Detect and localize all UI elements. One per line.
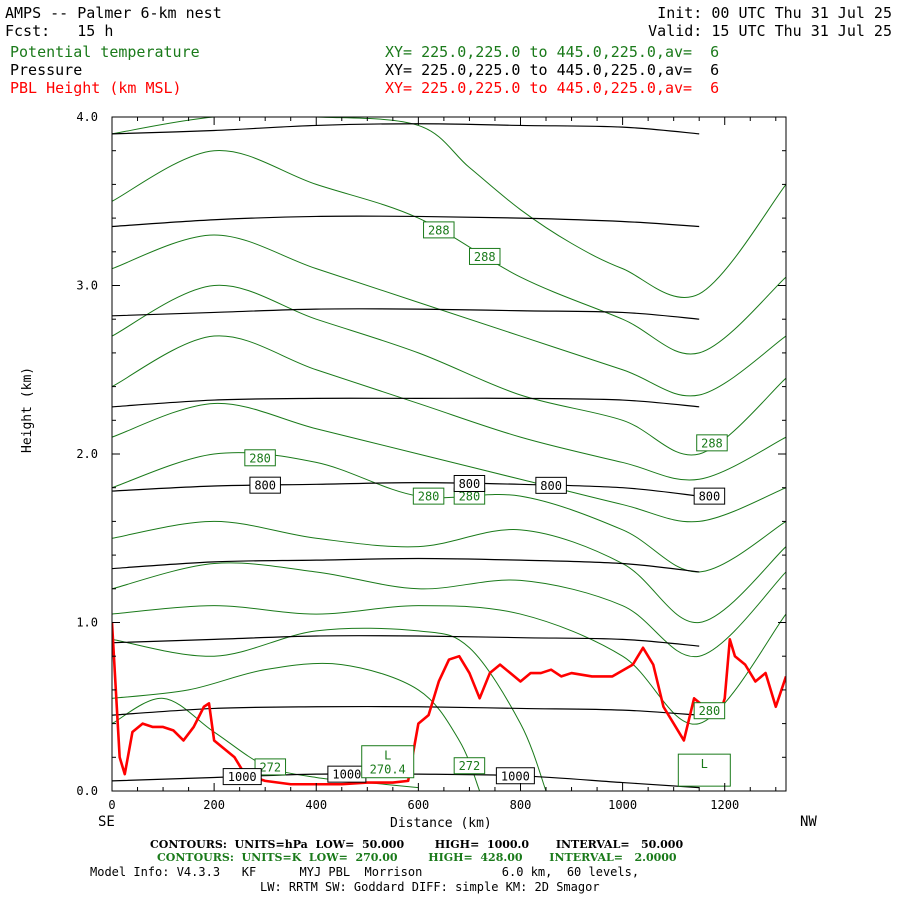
- pressure-contour-label: 1000: [501, 769, 530, 783]
- model-info-physics: LW: RRTM SW: Goddard DIFF: simple KM: 2D…: [260, 880, 600, 894]
- pressure-contour-label-box: [222, 768, 262, 786]
- field-xy-theta: XY= 225.0,225.0 to 445.0,225.0,av= 6: [385, 43, 720, 61]
- theta-contour: [112, 662, 481, 791]
- theta-contour-label: 280: [699, 704, 721, 718]
- low-center-box: [361, 745, 415, 779]
- field-xy-pressure: XY= 225.0,225.0 to 445.0,225.0,av= 6: [385, 61, 720, 79]
- x-tick-label: 1000: [608, 798, 637, 812]
- pressure-contour: [112, 397, 700, 408]
- y-tick-label: 0.0: [76, 784, 98, 798]
- low-center-value: 270.4: [370, 763, 406, 777]
- pressure-contour: [112, 123, 700, 135]
- theta-contour-label-box: [693, 702, 726, 720]
- pressure-contour-label-box: [495, 767, 535, 785]
- theta-contour-label-box: [423, 221, 455, 239]
- x-tick-label: 800: [510, 798, 532, 812]
- theta-contour-label: 280: [418, 490, 440, 504]
- model-title: AMPS -- Palmer 6-km nest: [5, 4, 222, 22]
- x-tick-label: 200: [203, 798, 225, 812]
- pressure-contour-label-box: [693, 487, 726, 505]
- theta-contour: [112, 605, 786, 725]
- x-tick-label: 400: [305, 798, 327, 812]
- pressure-contour-label-box: [535, 476, 567, 494]
- theta-contour: [112, 402, 786, 523]
- theta-contour: [112, 627, 547, 791]
- pressure-contour-label: 800: [459, 477, 481, 491]
- pressure-contour: [112, 635, 700, 647]
- contour-labels: 272 272 280 280 280 280 288 288 288 1000 1000 1000 8…: [222, 221, 731, 787]
- theta-contour: [112, 520, 786, 624]
- field-name-pbl: PBL Height (km MSL): [10, 79, 182, 97]
- field-xy-pbl: XY= 225.0,225.0 to 445.0,225.0,av= 6: [385, 79, 720, 97]
- low-center-box: [677, 753, 731, 787]
- pressure-contour-label: 800: [540, 479, 562, 493]
- pressure-contour: [112, 215, 700, 228]
- model-info: Model Info: V4.3.3 KF MYJ PBL Morrison 6…: [90, 865, 640, 879]
- pressure-contour-label-box: [453, 474, 486, 492]
- y-tick-label: 3.0: [76, 279, 98, 293]
- theta-contour-label-box: [254, 758, 287, 776]
- field-name-pressure: Pressure: [10, 61, 83, 79]
- valid-time: Valid: 15 UTC Thu 31 Jul 25: [648, 22, 892, 40]
- low-center-label: L: [701, 757, 708, 771]
- theta-contour-label: 272: [259, 760, 281, 774]
- theta-contour-label-box: [412, 487, 445, 505]
- theta-contour-label-box: [453, 757, 486, 775]
- pressure-contour-label: 1000: [228, 770, 257, 784]
- pressure-contour: [112, 482, 700, 497]
- x-axis-title: Distance (km): [390, 816, 492, 831]
- y-tick-label: 4.0: [76, 110, 98, 124]
- theta-contour-label: 272: [459, 759, 481, 773]
- forecast-hour: Fcst: 15 h: [5, 22, 114, 40]
- theta-contour-label: 288: [428, 223, 450, 237]
- pressure-contour: [112, 773, 700, 789]
- pressure-contour: [112, 308, 700, 320]
- theta-contour-label: 288: [701, 436, 723, 450]
- theta-contour-label-box: [468, 247, 501, 265]
- pressure-contour-label: 1000: [332, 768, 361, 782]
- low-center-label: L: [384, 749, 391, 763]
- y-axis-title: Height (km): [20, 366, 35, 453]
- pressure-contour: [112, 557, 700, 573]
- pressure-contour-label: 800: [254, 479, 276, 493]
- theta-contour: [112, 562, 786, 658]
- theta-contour-label: 288: [474, 250, 496, 264]
- y-tick-label: 1.0: [76, 616, 98, 630]
- pressure-contour-label: 800: [699, 490, 721, 504]
- theta-contour: [112, 117, 786, 298]
- y-tick-label: 2.0: [76, 447, 98, 461]
- theta-contour: [112, 234, 786, 397]
- x-tick-label: 1200: [710, 798, 739, 812]
- init-time: Init: 00 UTC Thu 31 Jul 25: [657, 4, 892, 22]
- x-tick-label: 0: [108, 798, 115, 812]
- pressure-contours: [112, 123, 700, 789]
- x-end-right: NW: [800, 814, 817, 830]
- theta-contour-label-box: [696, 434, 728, 452]
- pressure-contour-info: CONTOURS: UNITS=hPa LOW= 50.000 HIGH= 10…: [150, 838, 684, 851]
- field-name-theta: Potential temperature: [10, 43, 200, 61]
- x-tick-label: 600: [408, 798, 430, 812]
- theta-contour: [112, 335, 786, 481]
- theta-contour-info: CONTOURS: UNITS=K LOW= 270.00 HIGH= 428.…: [157, 851, 677, 864]
- theta-contour-label: 280: [249, 451, 271, 465]
- theta-contour-label-box: [244, 449, 276, 467]
- axes: 0 200 400 600 800 1000 1200 0.0 1.0 2.0 3.0 4.0: [76, 110, 787, 812]
- theta-contour: [112, 452, 786, 573]
- theta-contour-label: 280: [459, 490, 481, 504]
- theta-contour: [112, 284, 786, 456]
- theta-contour: [112, 150, 786, 355]
- x-end-left: SE: [98, 814, 115, 830]
- pressure-contour: [112, 705, 700, 716]
- pressure-contour-label-box: [249, 476, 281, 494]
